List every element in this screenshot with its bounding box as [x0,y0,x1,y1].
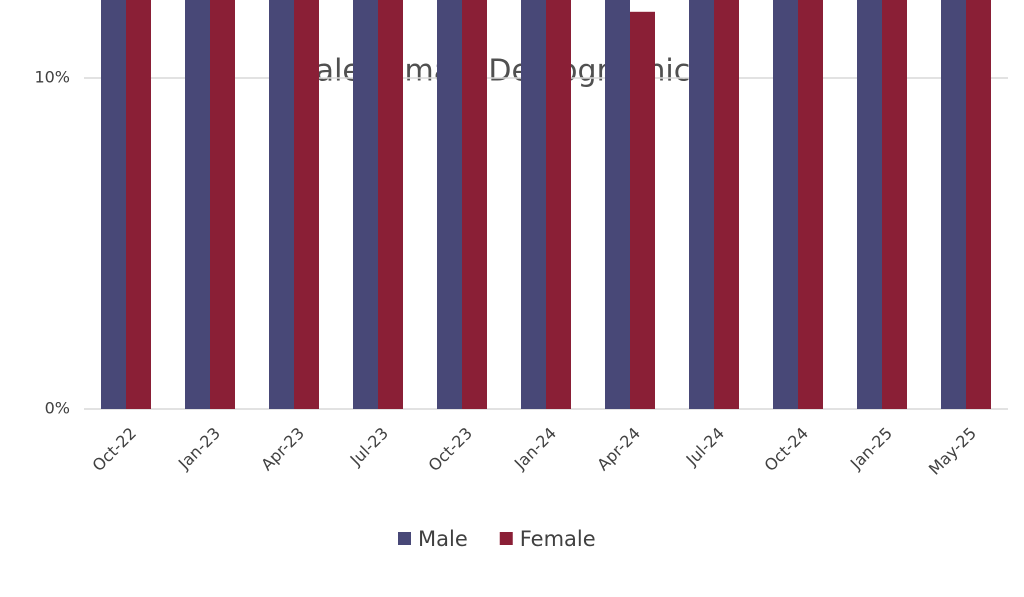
bar [882,0,907,409]
x-tick-label: Jan-24 [510,424,560,474]
x-tick-label: May-25 [925,424,980,479]
bar [546,0,571,409]
bar [689,0,714,409]
bar [966,0,991,410]
bar [521,0,546,409]
x-tick-label: Oct-24 [761,424,812,475]
x-tick-label: Oct-23 [425,424,476,475]
x-tick-label: Apr-23 [257,424,308,475]
legend-swatch [499,532,513,545]
bar [210,0,235,409]
bar [269,0,294,409]
bar [798,0,823,409]
legend-label: Male [418,527,468,551]
x-tick-label: Oct-22 [89,424,140,475]
bar [101,0,126,409]
x-tick-label: Jan-25 [846,424,896,474]
x-tick-label: Jan-23 [174,424,224,474]
bar [353,0,378,409]
bar [773,0,798,409]
x-tick-label: Jul-24 [682,424,728,470]
legend-label: Female [520,527,596,551]
bar [185,0,210,409]
bar [941,0,966,409]
legend-swatch [398,532,411,545]
bar [630,11,655,410]
bar [605,0,630,409]
bar [378,0,403,409]
y-tick-label: 10% [34,68,70,87]
x-tick-label: Jul-23 [346,424,392,470]
x-tick-label: Apr-24 [593,424,644,475]
bar [126,0,151,409]
bar [714,0,739,409]
bar [857,0,882,409]
y-tick-label: 0% [45,399,70,418]
bar [294,0,319,409]
bar [462,0,487,409]
bar [437,0,462,409]
